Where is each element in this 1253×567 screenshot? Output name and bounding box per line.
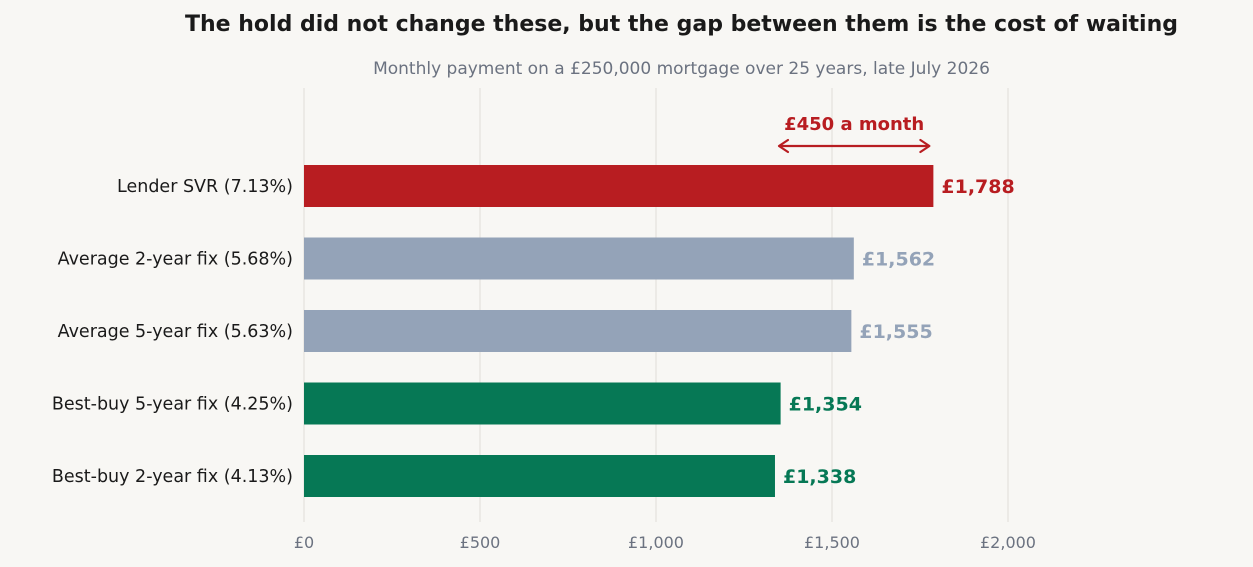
chart-title: The hold did not change these, but the g… xyxy=(185,12,1178,37)
category-label-1: Average 2-year fix (5.68%) xyxy=(58,250,293,270)
x-tick-label-3: £1,500 xyxy=(804,533,860,552)
bar-2 xyxy=(304,310,852,352)
value-label-4: £1,338 xyxy=(783,466,856,488)
x-axis: £0 £500 £1,000 £1,500 £2,000 xyxy=(294,533,1036,552)
value-label-3: £1,354 xyxy=(789,394,862,416)
bar-1 xyxy=(304,237,854,280)
value-label-1: £1,562 xyxy=(862,249,935,271)
category-label-0: Lender SVR (7.13%) xyxy=(117,177,293,197)
bar-4 xyxy=(304,455,775,497)
bar-3 xyxy=(304,382,781,425)
x-tick-label-2: £1,000 xyxy=(628,533,684,552)
category-label-2: Average 5-year fix (5.63%) xyxy=(58,322,293,342)
x-tick-label-4: £2,000 xyxy=(980,533,1036,552)
chart-subtitle: Monthly payment on a £250,000 mortgage o… xyxy=(373,59,990,79)
gap-arrow-left-head xyxy=(777,138,790,154)
gap-arrow-right-head xyxy=(919,138,931,154)
x-tick-label-1: £500 xyxy=(460,533,501,552)
x-tick-label-0: £0 xyxy=(294,533,314,552)
gap-annotation: £450 a month xyxy=(777,114,931,154)
category-label-4: Best-buy 2-year fix (4.13%) xyxy=(52,467,293,487)
value-label-0: £1,788 xyxy=(941,176,1014,198)
grid-lines xyxy=(303,88,1009,522)
category-label-3: Best-buy 5-year fix (4.25%) xyxy=(52,395,293,415)
bars: Lender SVR (7.13%) £1,788 Average 2-year f… xyxy=(52,165,1015,497)
gap-annotation-label: £450 a month xyxy=(784,114,924,135)
bar-0 xyxy=(304,165,934,207)
value-label-2: £1,555 xyxy=(859,321,932,343)
